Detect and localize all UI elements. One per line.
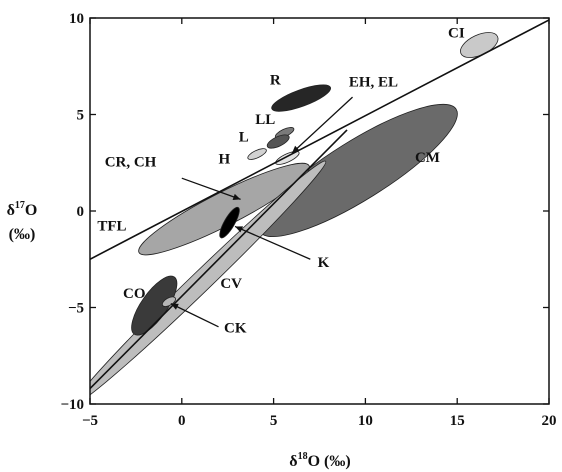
y-axis-unit: (‰) [9,226,36,243]
leader-lines-layer [170,96,353,328]
reference-lines-layer [90,19,549,390]
leader-cr-ch [181,177,241,201]
y-tick-label: −5 [68,301,84,317]
label-r: R [270,73,281,89]
region-cv [90,160,327,404]
x-tick-label: 15 [450,413,465,429]
regions-layer [90,32,499,404]
y-axis-label: δ17O [7,200,38,219]
y-tick-label: 10 [69,11,84,27]
region-eh-el [275,150,300,165]
label-cv: CV [220,276,242,292]
y-tick-label: 0 [77,204,85,220]
region-r [271,84,332,112]
label-cm: CM [415,150,440,166]
x-tick-label: 20 [542,413,557,429]
line-slope1 [90,129,348,390]
line-tfl [90,19,549,260]
leader-ck [170,303,219,328]
label-cr-ch: CR, CH [105,155,157,171]
region-l [266,134,290,149]
x-axis-label: δ18O (‰) [289,451,350,470]
label-k: K [318,255,330,271]
x-tick-label: −5 [82,413,98,429]
x-tick-label: 0 [178,413,186,429]
region-ck [161,296,176,307]
label-tfl: TFL [97,218,126,234]
x-tick-label: 5 [270,413,278,429]
leader-k [234,225,311,260]
y-tick-label: 5 [77,108,85,124]
label-ck: CK [224,321,247,337]
region-k [219,206,240,239]
label-ll: LL [255,112,275,128]
label-co: CO [123,286,146,302]
x-tick-label: 10 [358,413,373,429]
label-ci: CI [448,25,465,41]
label-eh-el: EH, EL [349,75,398,91]
y-tick-label: −10 [60,397,84,413]
label-l: L [239,130,249,146]
region-h [247,148,267,160]
label-h: H [219,152,231,168]
leader-eh-el [291,96,353,154]
